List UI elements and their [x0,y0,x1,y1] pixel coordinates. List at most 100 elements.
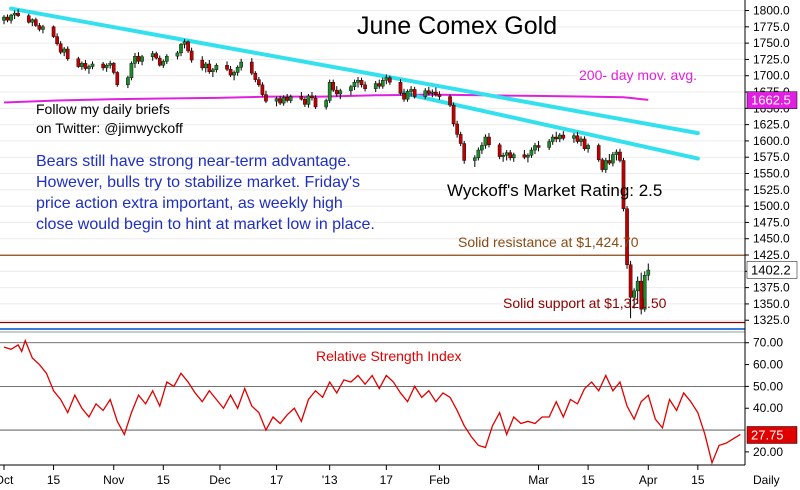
candle [611,152,615,167]
candle-body [232,72,236,76]
candle [126,75,130,89]
ma200-badge-box [746,91,798,109]
candle [334,86,339,97]
candle [26,13,31,24]
candle-body [313,97,318,108]
candle [483,134,488,149]
candle-body [625,208,629,265]
candle [607,153,612,166]
candle [646,263,651,281]
follow-line-2: on Twitter: @jimwyckoff [36,120,183,136]
candle [175,50,180,60]
candle-body [607,160,612,164]
candle-body [83,63,88,69]
candle [363,81,367,92]
candle [451,102,456,127]
candle [161,59,166,68]
ma200-polyline [3,93,649,104]
x-axis-end-label: Daily [753,473,780,487]
candle [2,15,6,25]
candle [140,54,144,66]
candle-body [487,136,491,146]
candle-body [16,12,20,16]
candle-body [150,53,155,58]
candle [278,95,282,106]
candle [324,98,328,110]
x-tick-label: Dec [209,473,230,487]
x-tick-label: Nov [103,473,124,487]
candle [487,133,491,148]
candle [207,60,212,74]
support-label: Solid support at $1,321.50 [503,295,667,311]
candle-body [504,152,509,156]
candle-body [359,80,364,86]
candle-body [55,36,59,44]
candle [572,133,576,143]
candle-body [253,72,258,80]
candle [600,157,605,173]
price-badge-box [746,261,798,279]
price-tick-label: 1700.0 [753,69,790,83]
candle-body [363,84,367,89]
commentary-line-4: close would begin to hint at market low … [36,216,375,233]
candle [621,157,626,212]
candle-body [186,41,190,52]
candle-body [338,90,343,95]
rsi-tick-label: 60.00 [753,358,783,372]
candle-body [34,19,38,26]
candle [557,133,562,143]
candle-body [497,144,502,157]
candle [412,86,417,99]
candle-body [621,160,626,209]
candle-body [235,67,240,73]
candle-body [642,275,647,310]
candle-body [575,135,580,142]
candle-body [388,77,392,83]
candle [232,70,236,81]
rsi-tick-label: 70.00 [753,336,783,350]
candle-body [179,44,183,54]
rsi-tick-label: 50.00 [753,379,783,393]
candle [288,94,293,104]
ma200-label: 200- day mov. avg. [579,67,698,83]
candle-body [285,97,290,101]
candle [398,78,403,96]
follow-line-1: Follow my daily briefs [36,101,170,117]
candle [628,260,633,319]
candle [5,14,10,23]
x-axis: Oct 15 Nov 15 Dec 17 '13 17 Feb Mar 15 Apr 15 Daily [0,465,780,487]
candle-body [511,154,516,159]
candle-body [529,149,534,156]
candle [338,88,343,100]
candle-body [526,155,530,158]
candle-body [349,86,353,91]
candle-body [352,82,357,88]
candle-body [462,143,467,161]
candle [480,142,484,154]
candle-body [104,65,109,69]
candle-body [51,26,56,37]
x-tick-label: Feb [429,473,450,487]
candle-body [154,53,159,59]
candle [402,88,406,102]
candle-body [41,26,45,30]
rsi-badge-value: 27.75 [751,427,784,442]
candle [16,9,20,18]
candle-body [384,77,389,81]
candle-body [157,57,162,66]
rsi-badge: 27.75 [746,426,798,444]
candle-body [430,91,435,94]
chart-title: June Comex Gold [357,12,558,40]
x-tick-label: 15 [691,473,705,487]
candle [65,46,70,61]
candle [642,271,647,312]
candle-body [111,63,116,73]
candle-body [473,157,477,161]
candle [30,18,35,27]
candle [179,43,183,57]
candle-body [299,96,304,100]
candle-body [281,97,286,104]
candle-body [126,77,130,86]
candle-body [62,48,66,53]
